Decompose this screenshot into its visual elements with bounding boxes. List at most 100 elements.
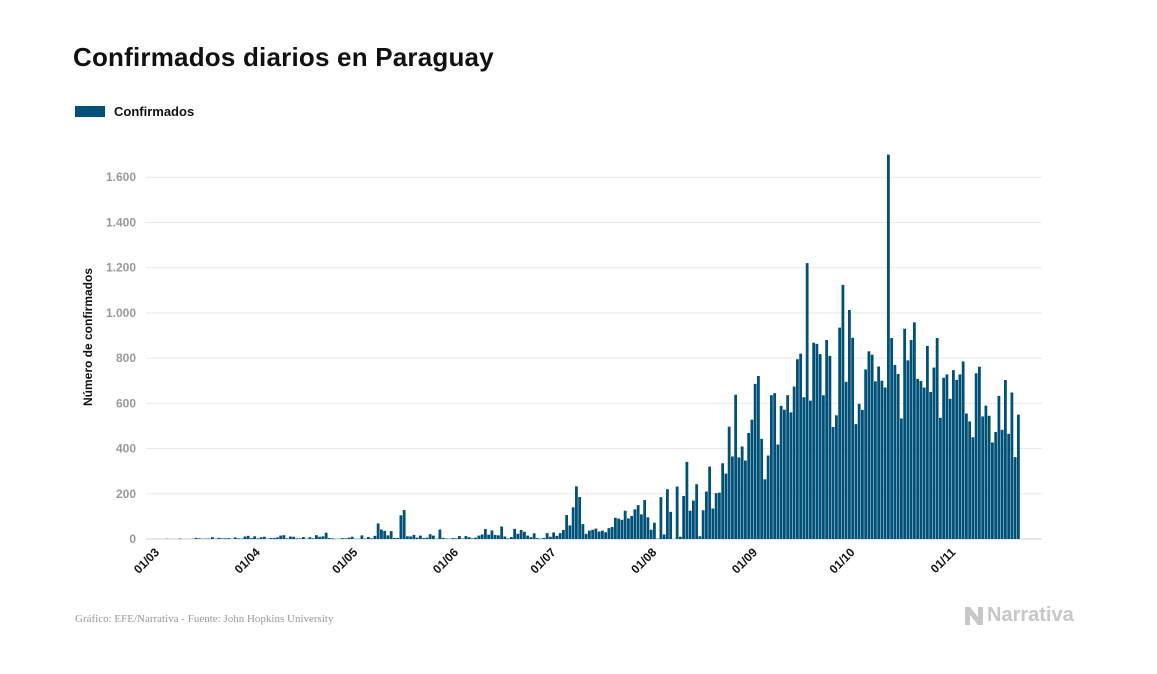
bar bbox=[929, 392, 933, 539]
bar bbox=[786, 395, 790, 539]
x-tick-label: 01/11 bbox=[928, 545, 959, 576]
bar bbox=[932, 367, 936, 539]
bar bbox=[773, 393, 777, 539]
brand-name: Narrativa bbox=[987, 604, 1074, 626]
bar bbox=[402, 510, 406, 539]
legend-swatch bbox=[75, 106, 105, 117]
bar bbox=[900, 418, 903, 539]
bar bbox=[396, 537, 400, 539]
bar bbox=[909, 340, 913, 539]
bar bbox=[250, 538, 253, 539]
bar bbox=[913, 322, 916, 539]
bar bbox=[253, 536, 257, 539]
bar bbox=[848, 309, 851, 539]
bar bbox=[519, 529, 523, 539]
bar bbox=[315, 535, 318, 539]
bar bbox=[701, 510, 705, 539]
y-tick-label: 600 bbox=[116, 396, 136, 410]
bar bbox=[870, 354, 874, 539]
bar bbox=[467, 537, 471, 539]
x-tick-label: 01/10 bbox=[826, 545, 857, 576]
bar bbox=[584, 533, 588, 539]
bar bbox=[282, 535, 286, 539]
bar bbox=[432, 535, 435, 539]
bar bbox=[926, 345, 929, 539]
bar bbox=[994, 432, 998, 539]
bar bbox=[376, 523, 380, 539]
bar bbox=[734, 394, 738, 539]
bar bbox=[643, 500, 647, 539]
bar bbox=[555, 535, 559, 539]
x-tick-label: 01/05 bbox=[329, 545, 360, 576]
bar bbox=[532, 533, 536, 539]
y-tick-label: 1.000 bbox=[106, 306, 136, 320]
bar bbox=[558, 533, 562, 539]
bar bbox=[718, 492, 721, 539]
bar bbox=[867, 351, 871, 539]
bar bbox=[705, 491, 708, 539]
bar bbox=[776, 444, 780, 539]
bar bbox=[571, 507, 575, 539]
bar bbox=[815, 343, 819, 539]
bar bbox=[812, 342, 816, 539]
bar bbox=[890, 337, 894, 539]
bar bbox=[484, 529, 487, 539]
bar bbox=[1004, 380, 1007, 539]
bar bbox=[438, 529, 442, 539]
bar bbox=[552, 532, 556, 539]
bar bbox=[487, 534, 491, 539]
bar bbox=[441, 537, 445, 539]
bar bbox=[883, 387, 887, 539]
bar bbox=[679, 536, 682, 539]
bar bbox=[906, 360, 910, 539]
x-tick-label: 01/06 bbox=[430, 545, 461, 576]
bar bbox=[753, 383, 757, 539]
bar bbox=[698, 536, 702, 539]
bar bbox=[766, 455, 770, 539]
bar bbox=[263, 536, 266, 539]
bar bbox=[887, 154, 890, 540]
bar bbox=[194, 537, 198, 539]
brand: Narrativa bbox=[964, 604, 1074, 627]
bar bbox=[497, 535, 500, 539]
bar bbox=[851, 337, 855, 539]
bar bbox=[601, 530, 604, 539]
bar bbox=[903, 328, 907, 539]
bar bbox=[968, 421, 972, 539]
bar bbox=[256, 538, 260, 539]
chart-title: Confirmados diarios en Paraguay bbox=[73, 42, 494, 72]
bar bbox=[529, 537, 533, 539]
bar bbox=[880, 380, 884, 539]
bar bbox=[545, 533, 549, 539]
bar bbox=[841, 284, 845, 539]
bar bbox=[965, 413, 968, 539]
bar bbox=[760, 438, 764, 539]
bar bbox=[763, 479, 767, 539]
bar bbox=[575, 486, 578, 539]
bar bbox=[246, 535, 250, 539]
bar bbox=[350, 536, 354, 539]
legend: Confirmados bbox=[75, 104, 194, 119]
bar bbox=[685, 461, 689, 539]
bar bbox=[978, 366, 981, 539]
bar bbox=[393, 537, 396, 539]
bar bbox=[276, 537, 279, 539]
y-tick-label: 0 bbox=[129, 532, 136, 546]
bar bbox=[503, 536, 507, 539]
bar bbox=[1017, 414, 1020, 539]
bar bbox=[285, 538, 289, 539]
bar bbox=[1000, 429, 1004, 539]
bar bbox=[828, 355, 832, 539]
bar bbox=[633, 509, 637, 539]
bar bbox=[916, 378, 920, 539]
bar bbox=[279, 535, 283, 539]
bar bbox=[1010, 392, 1014, 539]
bar bbox=[523, 531, 526, 539]
x-tick-label: 01/03 bbox=[131, 545, 162, 576]
bar bbox=[835, 415, 838, 539]
bar bbox=[321, 536, 325, 539]
bar bbox=[682, 496, 686, 539]
bar bbox=[952, 370, 955, 539]
bar bbox=[796, 359, 799, 539]
bar bbox=[370, 538, 374, 539]
